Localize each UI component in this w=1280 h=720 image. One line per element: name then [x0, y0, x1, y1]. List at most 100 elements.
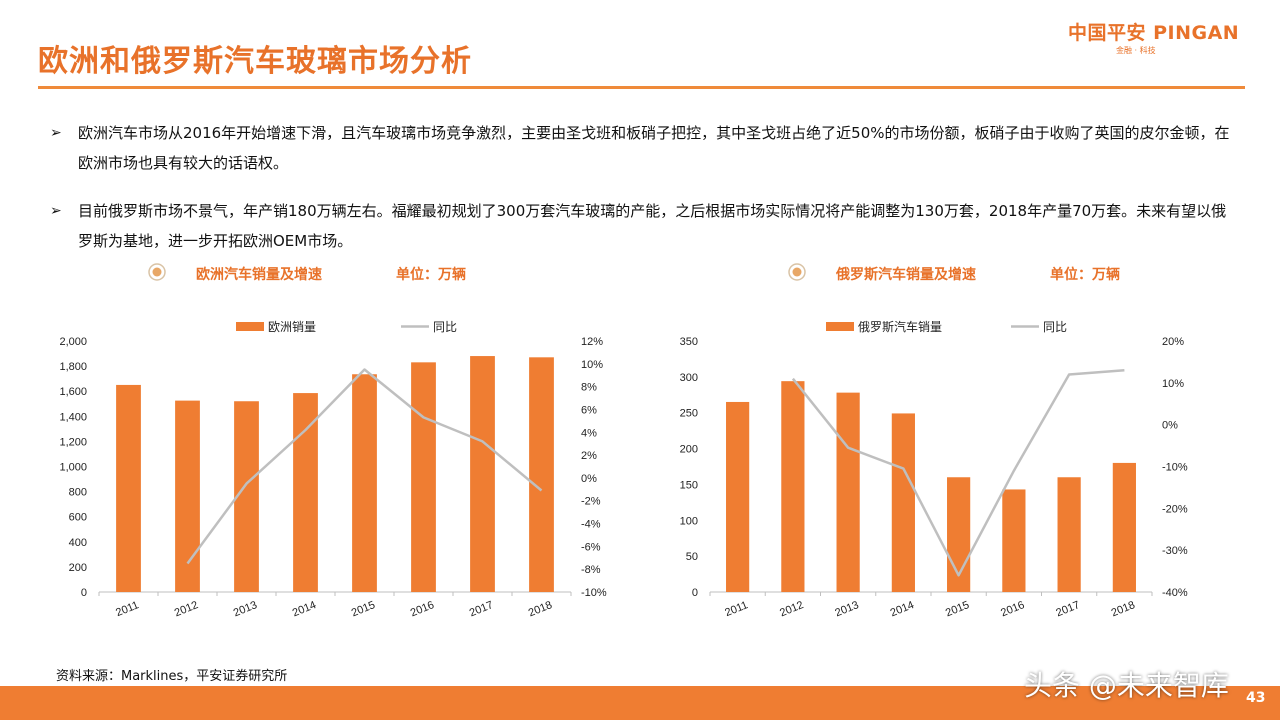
y-left-tick-label: 50	[686, 551, 698, 563]
caption-title: 俄罗斯汽车销量及增速	[836, 267, 976, 283]
x-tick-label: 2016	[409, 599, 436, 619]
bar-2012	[175, 400, 200, 592]
bar-2012	[781, 381, 805, 592]
bar-2018	[1112, 462, 1136, 592]
bar-2014	[293, 393, 318, 592]
bullet-russia: ➢ 目前俄罗斯市场不景气，年产销180万辆左右。福耀最初规划了300万套汽车玻璃…	[50, 196, 1240, 258]
y-left-tick-label: 1,000	[59, 462, 87, 474]
y-right-tick-label: -40%	[1162, 587, 1188, 599]
y-left-tick-label: 600	[69, 512, 87, 524]
y-right-tick-label: -6%	[581, 541, 601, 553]
x-tick-label: 2013	[833, 599, 860, 619]
y-left-tick-label: 1,800	[59, 361, 87, 373]
page-title: 欧洲和俄罗斯汽车玻璃市场分析	[38, 44, 472, 79]
legend-label-bar: 欧洲销量	[268, 320, 316, 334]
y-left-tick-label: 1,400	[59, 411, 87, 423]
bar-2015	[352, 374, 377, 592]
growth-line	[791, 369, 1125, 577]
y-right-tick-label: -10%	[1162, 462, 1188, 474]
y-right-tick-label: 10%	[581, 359, 603, 371]
y-left-tick-label: 800	[69, 487, 87, 499]
x-tick-label: 2012	[173, 599, 200, 619]
y-left-tick-label: 200	[680, 444, 698, 456]
y-left-tick-label: 350	[680, 336, 698, 348]
source-note: 资料来源：Marklines，平安证券研究所	[56, 669, 288, 684]
x-tick-label: 2017	[468, 599, 495, 619]
europe-sales-chart: 0 200 400 600 800 1,000 1,200 1,400 1,600 1,800 2,…	[59, 320, 607, 619]
bar-2011	[726, 401, 750, 592]
y-left-tick-label: 1,200	[59, 436, 87, 448]
y-left-tick-label: 200	[69, 562, 87, 574]
russia-sales-chart: 0 50 100 150 200 250 300 350 -40% -30% -20% -10% 0% 1…	[680, 319, 1188, 619]
legend-label-line: 同比	[1043, 320, 1067, 334]
x-tick-label: 2011	[114, 599, 140, 619]
x-tick-label: 2015	[350, 599, 377, 619]
bar-2018	[529, 357, 554, 592]
bullet-text: 欧洲汽车市场从2016年开始增速下滑，且汽车玻璃市场竞争激烈，主要由圣戈班和板硝…	[78, 124, 1230, 172]
bar-2013	[836, 392, 860, 592]
x-tick-label: 2011	[723, 599, 749, 619]
y-left-tick-label: 150	[680, 479, 698, 491]
x-tick-label: 2018	[527, 599, 554, 619]
legend-swatch-bar	[236, 322, 264, 331]
legend-swatch-bar	[826, 322, 854, 331]
x-tick-label: 2013	[232, 599, 259, 619]
caption-title: 欧洲汽车销量及增速	[196, 267, 322, 283]
growth-line	[186, 368, 543, 565]
caption-unit: 单位：万辆	[396, 267, 466, 283]
chart-legend: 欧洲销量 同比	[236, 320, 457, 334]
bullet-text: 目前俄罗斯市场不景气，年产销180万辆左右。福耀最初规划了300万套汽车玻璃的产…	[78, 202, 1227, 250]
legend-label-line: 同比	[433, 320, 457, 334]
y-right-tick-label: -4%	[581, 519, 601, 531]
bullet-arrow-icon: ➢	[50, 125, 62, 141]
y-right-tick-label: -30%	[1162, 545, 1188, 557]
x-tick-label: 2015	[944, 599, 971, 619]
y-left-tick-label: 300	[680, 372, 698, 384]
bar-2017	[470, 356, 495, 592]
logo-main-text: 中国平安 PINGAN	[1068, 22, 1240, 44]
y-right-tick-label: 20%	[1162, 336, 1184, 348]
pingan-logo: 中国平安 PINGAN 金融 · 科技	[1068, 18, 1268, 58]
x-tick-label: 2014	[291, 599, 318, 619]
y-right-tick-label: -10%	[581, 587, 607, 599]
circle-bullet-icon	[788, 263, 806, 281]
y-left-tick-label: 1,600	[59, 386, 87, 398]
y-right-tick-label: 12%	[581, 336, 603, 348]
y-right-tick-label: 0%	[1162, 420, 1178, 432]
chart-legend: 俄罗斯汽车销量 同比	[826, 319, 1067, 334]
y-right-tick-label: 10%	[1162, 378, 1184, 390]
watermark: 头条 @未来智库	[1024, 669, 1229, 702]
legend-label-bar: 俄罗斯汽车销量	[858, 319, 942, 334]
y-left-tick-label: 0	[692, 587, 698, 599]
y-right-tick-label: -20%	[1162, 503, 1188, 515]
circle-bullet-icon	[148, 263, 166, 281]
bar-2016	[411, 362, 436, 592]
bullet-arrow-icon: ➢	[50, 203, 62, 219]
x-tick-label: 2016	[999, 599, 1026, 619]
x-tick-label: 2012	[778, 599, 805, 619]
y-right-tick-label: 2%	[581, 450, 597, 462]
x-tick-label: 2018	[1110, 599, 1137, 619]
y-left-tick-label: 0	[81, 587, 87, 599]
page-number: 43	[1246, 690, 1266, 706]
y-left-tick-label: 250	[680, 408, 698, 420]
y-left-tick-label: 400	[69, 537, 87, 549]
footer-bar	[0, 686, 1280, 720]
y-right-tick-label: -8%	[581, 564, 601, 576]
caption-unit: 单位：万辆	[1050, 267, 1120, 283]
y-right-tick-label: -2%	[581, 496, 601, 508]
bullet-europe: ➢ 欧洲汽车市场从2016年开始增速下滑，且汽车玻璃市场竞争激烈，主要由圣戈班和…	[50, 118, 1240, 180]
bar-2016	[1002, 489, 1026, 592]
chart-caption-russia: 俄罗斯汽车销量及增速 单位：万辆	[788, 262, 1168, 286]
y-left-tick-label: 100	[680, 515, 698, 527]
y-right-tick-label: 0%	[581, 473, 597, 485]
y-right-tick-label: 6%	[581, 404, 597, 416]
bar-2011	[116, 384, 141, 592]
bar-2017	[1057, 477, 1081, 592]
x-tick-label: 2017	[1054, 599, 1081, 619]
y-right-tick-label: 4%	[581, 427, 597, 439]
chart-caption-europe: 欧洲汽车销量及增速 单位：万辆	[148, 262, 528, 286]
logo-sub-text: 金融 · 科技	[1116, 46, 1156, 55]
y-left-tick-label: 2,000	[59, 336, 87, 348]
title-divider	[38, 86, 1245, 89]
